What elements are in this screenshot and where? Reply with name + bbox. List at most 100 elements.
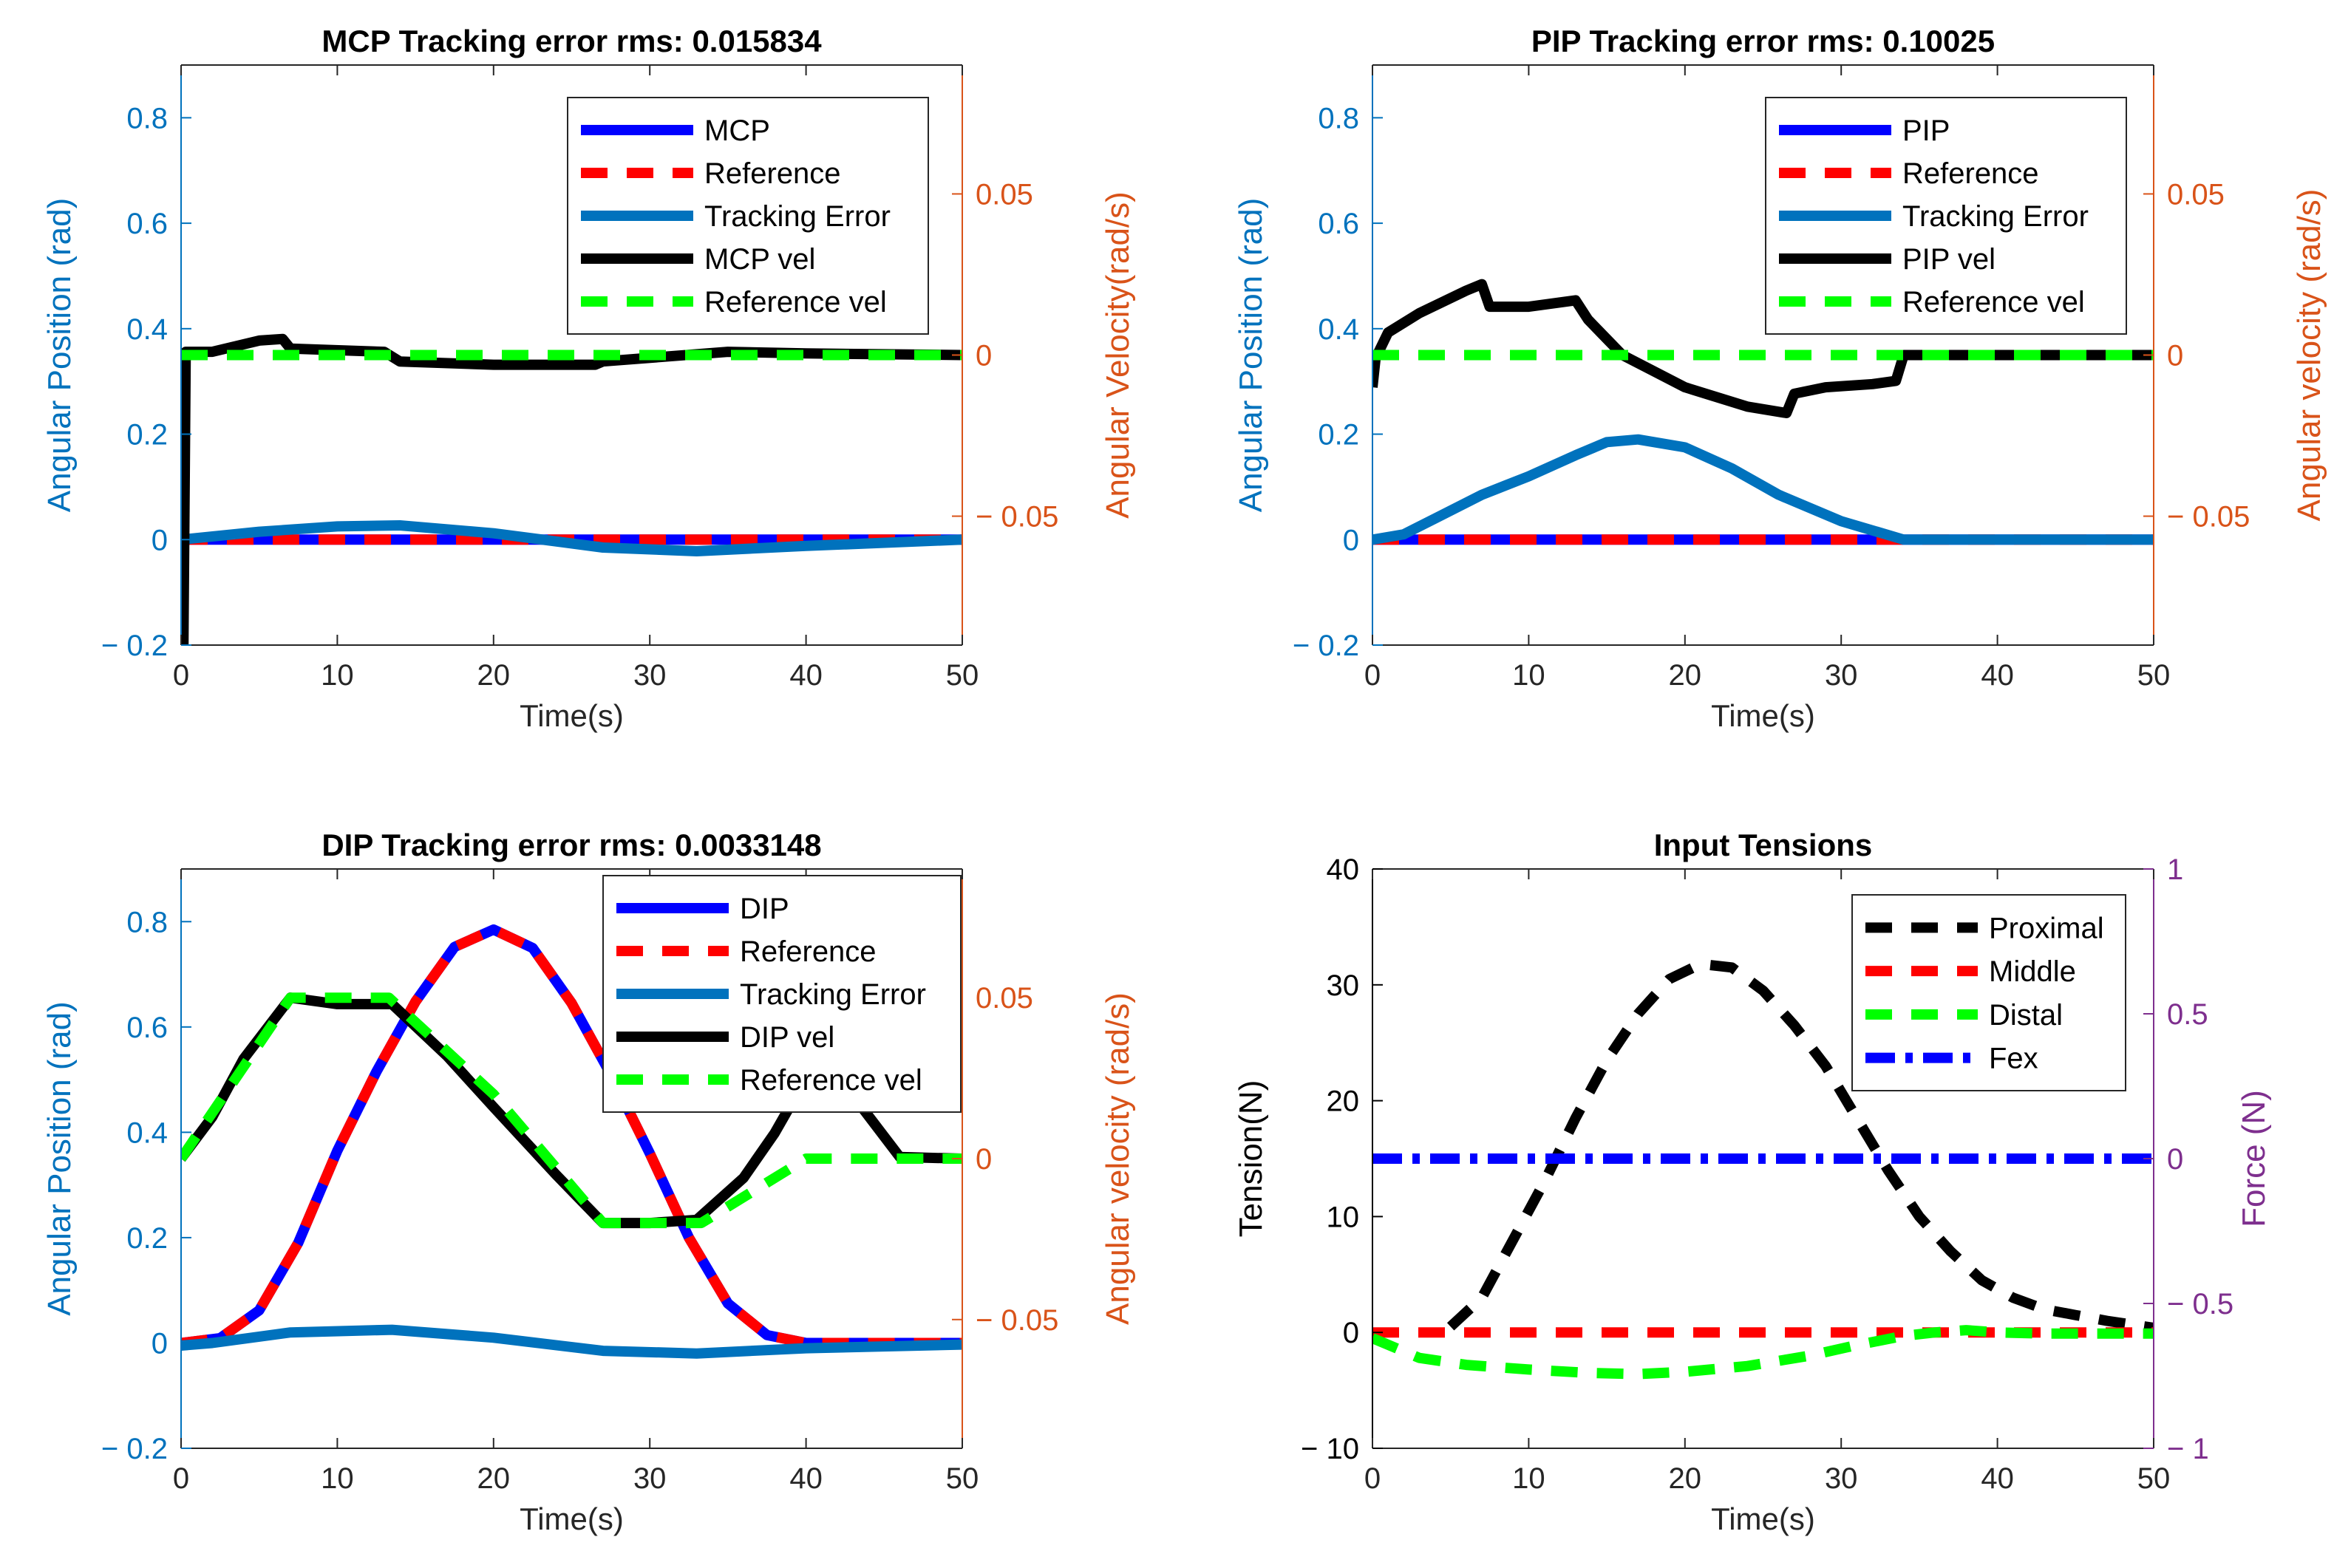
x-tick-label: 50 xyxy=(946,659,979,692)
y-axis-label-right: Angular velocity (rad/s) xyxy=(2291,189,2327,522)
y-tick-label-right: − 0.05 xyxy=(976,1304,1058,1337)
legend-label: Reference xyxy=(1902,157,2039,190)
legend-label: Reference vel xyxy=(704,286,887,318)
x-tick-label: 30 xyxy=(1825,1462,1858,1495)
y-tick-label-left: 0.2 xyxy=(1318,419,1359,451)
series-proximal xyxy=(1446,958,2154,1333)
chart-pip: 0 10 20 30 40 50− 0.200.20.40.60.8− 0.0500.05… xyxy=(1233,24,2327,733)
x-tick-label: 40 xyxy=(789,659,823,692)
y-axis-label-right: Force (N) xyxy=(2236,1090,2272,1227)
y-tick-label-right: − 1 xyxy=(2167,1433,2209,1465)
x-tick-label: 0 xyxy=(173,659,189,692)
y-tick-label-right: 0 xyxy=(976,340,992,372)
y-tick-label-left: 0 xyxy=(152,524,168,556)
y-tick-label-left: − 0.2 xyxy=(1293,630,1359,662)
y-tick-label-left: 0.2 xyxy=(126,419,168,451)
legend-label: Tracking Error xyxy=(1902,200,2089,233)
y-axis-label-left: Angular Position (rad) xyxy=(41,1001,78,1316)
legend: MCP Reference Tracking Error MCP vel Referen… xyxy=(567,97,929,335)
x-tick-label: 40 xyxy=(1981,1462,2014,1495)
legend-box xyxy=(1851,894,2126,1091)
legend-label: PIP xyxy=(1902,115,1950,147)
y-tick-label-left: 40 xyxy=(1327,853,1360,886)
x-tick-label: 40 xyxy=(789,1462,823,1495)
y-tick-label-right: − 0.05 xyxy=(976,501,1058,534)
legend-box xyxy=(602,875,962,1113)
series-group xyxy=(1372,279,2154,545)
y-tick-label-left: 0.8 xyxy=(126,906,168,938)
x-tick-label: 50 xyxy=(2137,1462,2171,1495)
y-axis-label-left: Angular Position (rad) xyxy=(1233,198,1269,513)
legend-label: MCP xyxy=(704,115,770,147)
y-axis-label-left: Angular Position (rad) xyxy=(41,198,78,513)
y-tick-label-right: 0.05 xyxy=(2167,178,2225,211)
legend-label: Reference xyxy=(704,157,841,190)
x-tick-label: 30 xyxy=(633,659,667,692)
x-tick-label: 50 xyxy=(2137,659,2171,692)
y-tick-label-left: 0.4 xyxy=(126,1117,168,1149)
legend-label: DIP vel xyxy=(740,1021,834,1054)
series-tracking-error xyxy=(181,1324,962,1359)
legend: Proximal Middle Distal Fex xyxy=(1851,894,2126,1091)
legend: PIP Reference Tracking Error PIP vel Referen… xyxy=(1765,97,2127,335)
y-axis-label-left: Tension(N) xyxy=(1233,1080,1269,1238)
series-reference-vel xyxy=(181,992,962,1229)
y-tick-label-right: − 0.5 xyxy=(2167,1288,2233,1320)
y-tick-label-left: 20 xyxy=(1327,1085,1360,1118)
legend-label: Proximal xyxy=(1989,912,2104,944)
legend-label: Distal xyxy=(1989,999,2063,1032)
x-tick-label: 20 xyxy=(1669,1462,1702,1495)
series-tracking-error xyxy=(1372,434,2154,545)
x-tick-label: 30 xyxy=(633,1462,667,1495)
y-tick-label-left: 0 xyxy=(1343,524,1359,556)
x-tick-label: 10 xyxy=(1512,659,1545,692)
x-tick-label: 0 xyxy=(1364,1462,1381,1495)
x-tick-label: 10 xyxy=(321,659,354,692)
y-tick-label-right: 0 xyxy=(2167,340,2183,372)
y-tick-label-right: 0 xyxy=(976,1143,992,1176)
x-tick-label: 10 xyxy=(1512,1462,1545,1495)
y-tick-label-right: 0.05 xyxy=(976,982,1033,1015)
x-tick-label: 30 xyxy=(1825,659,1858,692)
y-tick-label-left: 0.8 xyxy=(126,102,168,134)
series-distal xyxy=(1372,1325,2154,1380)
y-tick-label-left: 0.8 xyxy=(1318,102,1359,134)
x-tick-label: 0 xyxy=(173,1462,189,1495)
legend-label: MCP vel xyxy=(704,243,815,276)
x-axis-label: Time(s) xyxy=(1711,698,1815,733)
x-axis-label: Time(s) xyxy=(1711,1501,1815,1536)
x-axis-label: Time(s) xyxy=(520,698,624,733)
legend: DIP Reference Tracking Error DIP vel Referen… xyxy=(602,875,962,1113)
legend-label: Tracking Error xyxy=(740,978,926,1011)
legend-label: PIP vel xyxy=(1902,243,1996,276)
y-tick-label-left: 0.4 xyxy=(126,313,168,346)
x-axis-label: Time(s) xyxy=(520,1501,624,1536)
legend-label: Reference vel xyxy=(1902,286,2085,318)
y-tick-label-left: − 0.2 xyxy=(101,630,168,662)
series-pip-vel xyxy=(1372,279,2154,418)
y-tick-label-left: 0.4 xyxy=(1318,313,1359,346)
series-group xyxy=(1372,958,2154,1380)
x-tick-label: 50 xyxy=(946,1462,979,1495)
legend-label: Fex xyxy=(1989,1043,2038,1075)
x-tick-label: 10 xyxy=(321,1462,354,1495)
legend-label: Middle xyxy=(1989,955,2076,988)
series-tracking-error xyxy=(181,520,962,556)
series-group xyxy=(181,333,962,645)
legend-label: DIP xyxy=(740,893,789,925)
y-tick-label-left: 0.6 xyxy=(126,208,168,240)
y-tick-label-left: 30 xyxy=(1327,969,1360,1002)
legend-label: Reference vel xyxy=(740,1064,922,1097)
chart-dip: 0 10 20 30 40 50− 0.200.20.40.60.8− 0.0500.05… xyxy=(41,828,1136,1536)
y-tick-label-right: 0.05 xyxy=(976,178,1033,211)
x-tick-label: 20 xyxy=(1669,659,1702,692)
x-tick-label: 20 xyxy=(477,659,511,692)
chart-mcp: 0 10 20 30 40 50− 0.200.20.40.60.8− 0.0500.05… xyxy=(41,24,1136,733)
y-tick-label-left: − 10 xyxy=(1301,1433,1359,1465)
chart-title: DIP Tracking error rms: 0.0033148 xyxy=(321,828,821,862)
y-tick-label-right: − 0.05 xyxy=(2167,501,2250,534)
y-tick-label-right: 0.5 xyxy=(2167,998,2208,1031)
y-axis-label-right: Angular Velocity(rad/s) xyxy=(1100,191,1136,519)
